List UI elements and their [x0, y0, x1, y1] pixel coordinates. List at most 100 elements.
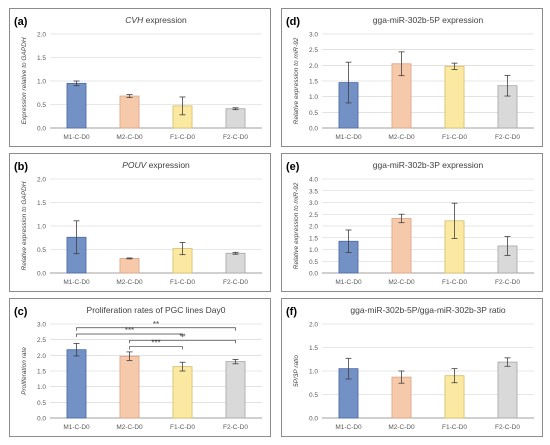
y-tick-label: 2.0 [37, 32, 46, 39]
significance-bracket [76, 333, 183, 338]
panel-f: (f) gga-miR-302b-5P/gga-miR-302b-3P ratio… [281, 298, 543, 437]
bar-c-0 [66, 349, 87, 419]
y-tick-label: 1.0 [37, 79, 46, 86]
y-tick-label: 0.0 [309, 126, 318, 133]
y-tick-label: 3.0 [309, 32, 318, 39]
chart-b-svg: (b) POUV expression 0.0 0.5 1.0 1.5 2.0 Relativ… [14, 160, 262, 286]
y-tick-label: 0.5 [37, 247, 46, 254]
chart-e-svg: (e) gga-miR-302b-3P expression 0.0 0.5 1.0 1.… [286, 160, 534, 286]
x-tick-label: M2-C-D0 [388, 424, 415, 431]
y-tick-label: 1.5 [309, 235, 318, 242]
panel-label-c: (c) [14, 306, 28, 318]
chart-f-svg: (f) gga-miR-302b-5P/gga-miR-302b-3P ratio… [286, 305, 534, 431]
chart-title-e: gga-miR-302b-3P expression [373, 160, 484, 170]
y-tick-label: 2.0 [37, 353, 46, 360]
y-tick-label: 2.0 [309, 63, 318, 70]
bar-b-1 [119, 258, 140, 274]
panel-label-e: (e) [286, 161, 300, 173]
y-tick-label: 2.5 [309, 47, 318, 54]
significance-bracket [129, 346, 183, 350]
y-tick-label: 2.0 [37, 177, 46, 184]
y-tick-label: 2.0 [309, 322, 318, 329]
bar-e-1 [391, 218, 412, 274]
significance-label: *** [125, 326, 134, 335]
bar-f-3 [497, 361, 518, 419]
chart-title-b: POUV expression [122, 160, 190, 170]
y-tick-label: 1.5 [309, 345, 318, 352]
y-tick-label: 1.0 [309, 247, 318, 254]
x-tick-label: M1-C-D0 [335, 279, 362, 286]
bar-a-0 [66, 82, 87, 129]
y-tick-label: 3.0 [37, 322, 46, 329]
y-tick-label: 0.5 [37, 102, 46, 109]
y-tick-label: 0.5 [309, 110, 318, 117]
y-tick-label: 3.5 [309, 188, 318, 195]
y-tick-label: 0.0 [309, 271, 318, 278]
bar-a-3 [225, 108, 246, 129]
x-tick-label: F2-C-D0 [495, 279, 520, 286]
y-tick-label: 1.5 [37, 200, 46, 207]
y-tick-label: 1.5 [309, 79, 318, 86]
chart-title-f: gga-miR-302b-5P/gga-miR-302b-3P ratio [350, 305, 506, 315]
panel-label-a: (a) [14, 16, 28, 28]
bar-b-3 [225, 252, 246, 274]
x-tick-label: M1-C-D0 [335, 424, 362, 431]
x-tick-label: F2-C-D0 [223, 424, 248, 431]
y-tick-label: 4.0 [309, 177, 318, 184]
y-tick-label: 1.0 [37, 384, 46, 391]
y-tick-label: 1.5 [37, 55, 46, 62]
panel-label-b: (b) [14, 161, 28, 173]
panel-b: (b) POUV expression 0.0 0.5 1.0 1.5 2.0 Relativ… [9, 153, 271, 292]
chart-d-svg: (d) gga-miR-302b-5P expression 0.0 0.5 1.0 1.… [286, 15, 534, 141]
y-axis-label-b: Relative expression to GAPDH [21, 181, 28, 270]
y-axis-label-e: Relative expression to miR-92 [293, 182, 300, 269]
x-tick-label: M1-C-D0 [63, 424, 90, 431]
chart-title-c: Proliferation rates of PGC lines Day0 [87, 305, 226, 315]
x-tick-label: M2-C-D0 [116, 424, 143, 431]
y-tick-label: 1.0 [37, 224, 46, 231]
y-tick-label: 3.0 [309, 200, 318, 207]
chart-title-d: gga-miR-302b-5P expression [373, 15, 484, 25]
panel-a: (a) CVH expression 0.0 0.5 1.0 1.5 2.0 Expressi… [9, 8, 271, 147]
significance-label: ** [179, 332, 185, 341]
panel-label-f: (f) [286, 306, 297, 318]
significance-label: *** [151, 339, 160, 348]
x-tick-label: M1-C-D0 [335, 134, 362, 141]
y-tick-label: 0.5 [37, 400, 46, 407]
x-tick-label: M2-C-D0 [388, 134, 415, 141]
x-tick-label: M1-C-D0 [63, 134, 90, 141]
y-tick-label: 0.0 [37, 416, 46, 423]
y-axis-label-f: 5P/3P ratio [293, 355, 300, 387]
y-tick-label: 0.5 [309, 259, 318, 266]
panel-d: (d) gga-miR-302b-5P expression 0.0 0.5 1.0 1.… [281, 8, 543, 147]
y-tick-label: 2.0 [309, 224, 318, 231]
y-tick-label: 0.5 [309, 392, 318, 399]
bar-c-2 [172, 366, 193, 419]
panel-c: (c) Proliferation rates of PGC lines Day0… [9, 298, 271, 437]
bar-d-2 [444, 65, 465, 129]
chart-title-a: CVH expression [125, 15, 187, 25]
x-tick-label: F1-C-D0 [170, 134, 195, 141]
x-tick-label: M1-C-D0 [63, 279, 90, 286]
y-axis-label-a: Expression relative to GAPDH [21, 37, 28, 124]
y-tick-label: 2.5 [37, 337, 46, 344]
y-tick-label: 1.5 [37, 369, 46, 376]
x-tick-label: F1-C-D0 [442, 279, 467, 286]
panel-e: (e) gga-miR-302b-3P expression 0.0 0.5 1.0 1.… [281, 153, 543, 292]
x-tick-label: F2-C-D0 [223, 279, 248, 286]
x-tick-label: F1-C-D0 [442, 134, 467, 141]
x-tick-label: F2-C-D0 [495, 424, 520, 431]
x-tick-label: F2-C-D0 [223, 134, 248, 141]
bar-c-1 [119, 355, 140, 419]
x-tick-label: M2-C-D0 [116, 279, 143, 286]
x-tick-label: F1-C-D0 [442, 424, 467, 431]
y-tick-label: 1.0 [309, 94, 318, 101]
chart-a-svg: (a) CVH expression 0.0 0.5 1.0 1.5 2.0 Expressi… [14, 15, 262, 141]
y-tick-label: 2.5 [309, 212, 318, 219]
y-tick-label: 1.0 [309, 369, 318, 376]
bar-c-3 [225, 361, 246, 419]
significance-bracket [76, 327, 236, 331]
panel-label-d: (d) [286, 16, 300, 28]
x-tick-label: M2-C-D0 [388, 279, 415, 286]
y-axis-label-c: Proliferation rate [21, 347, 28, 395]
